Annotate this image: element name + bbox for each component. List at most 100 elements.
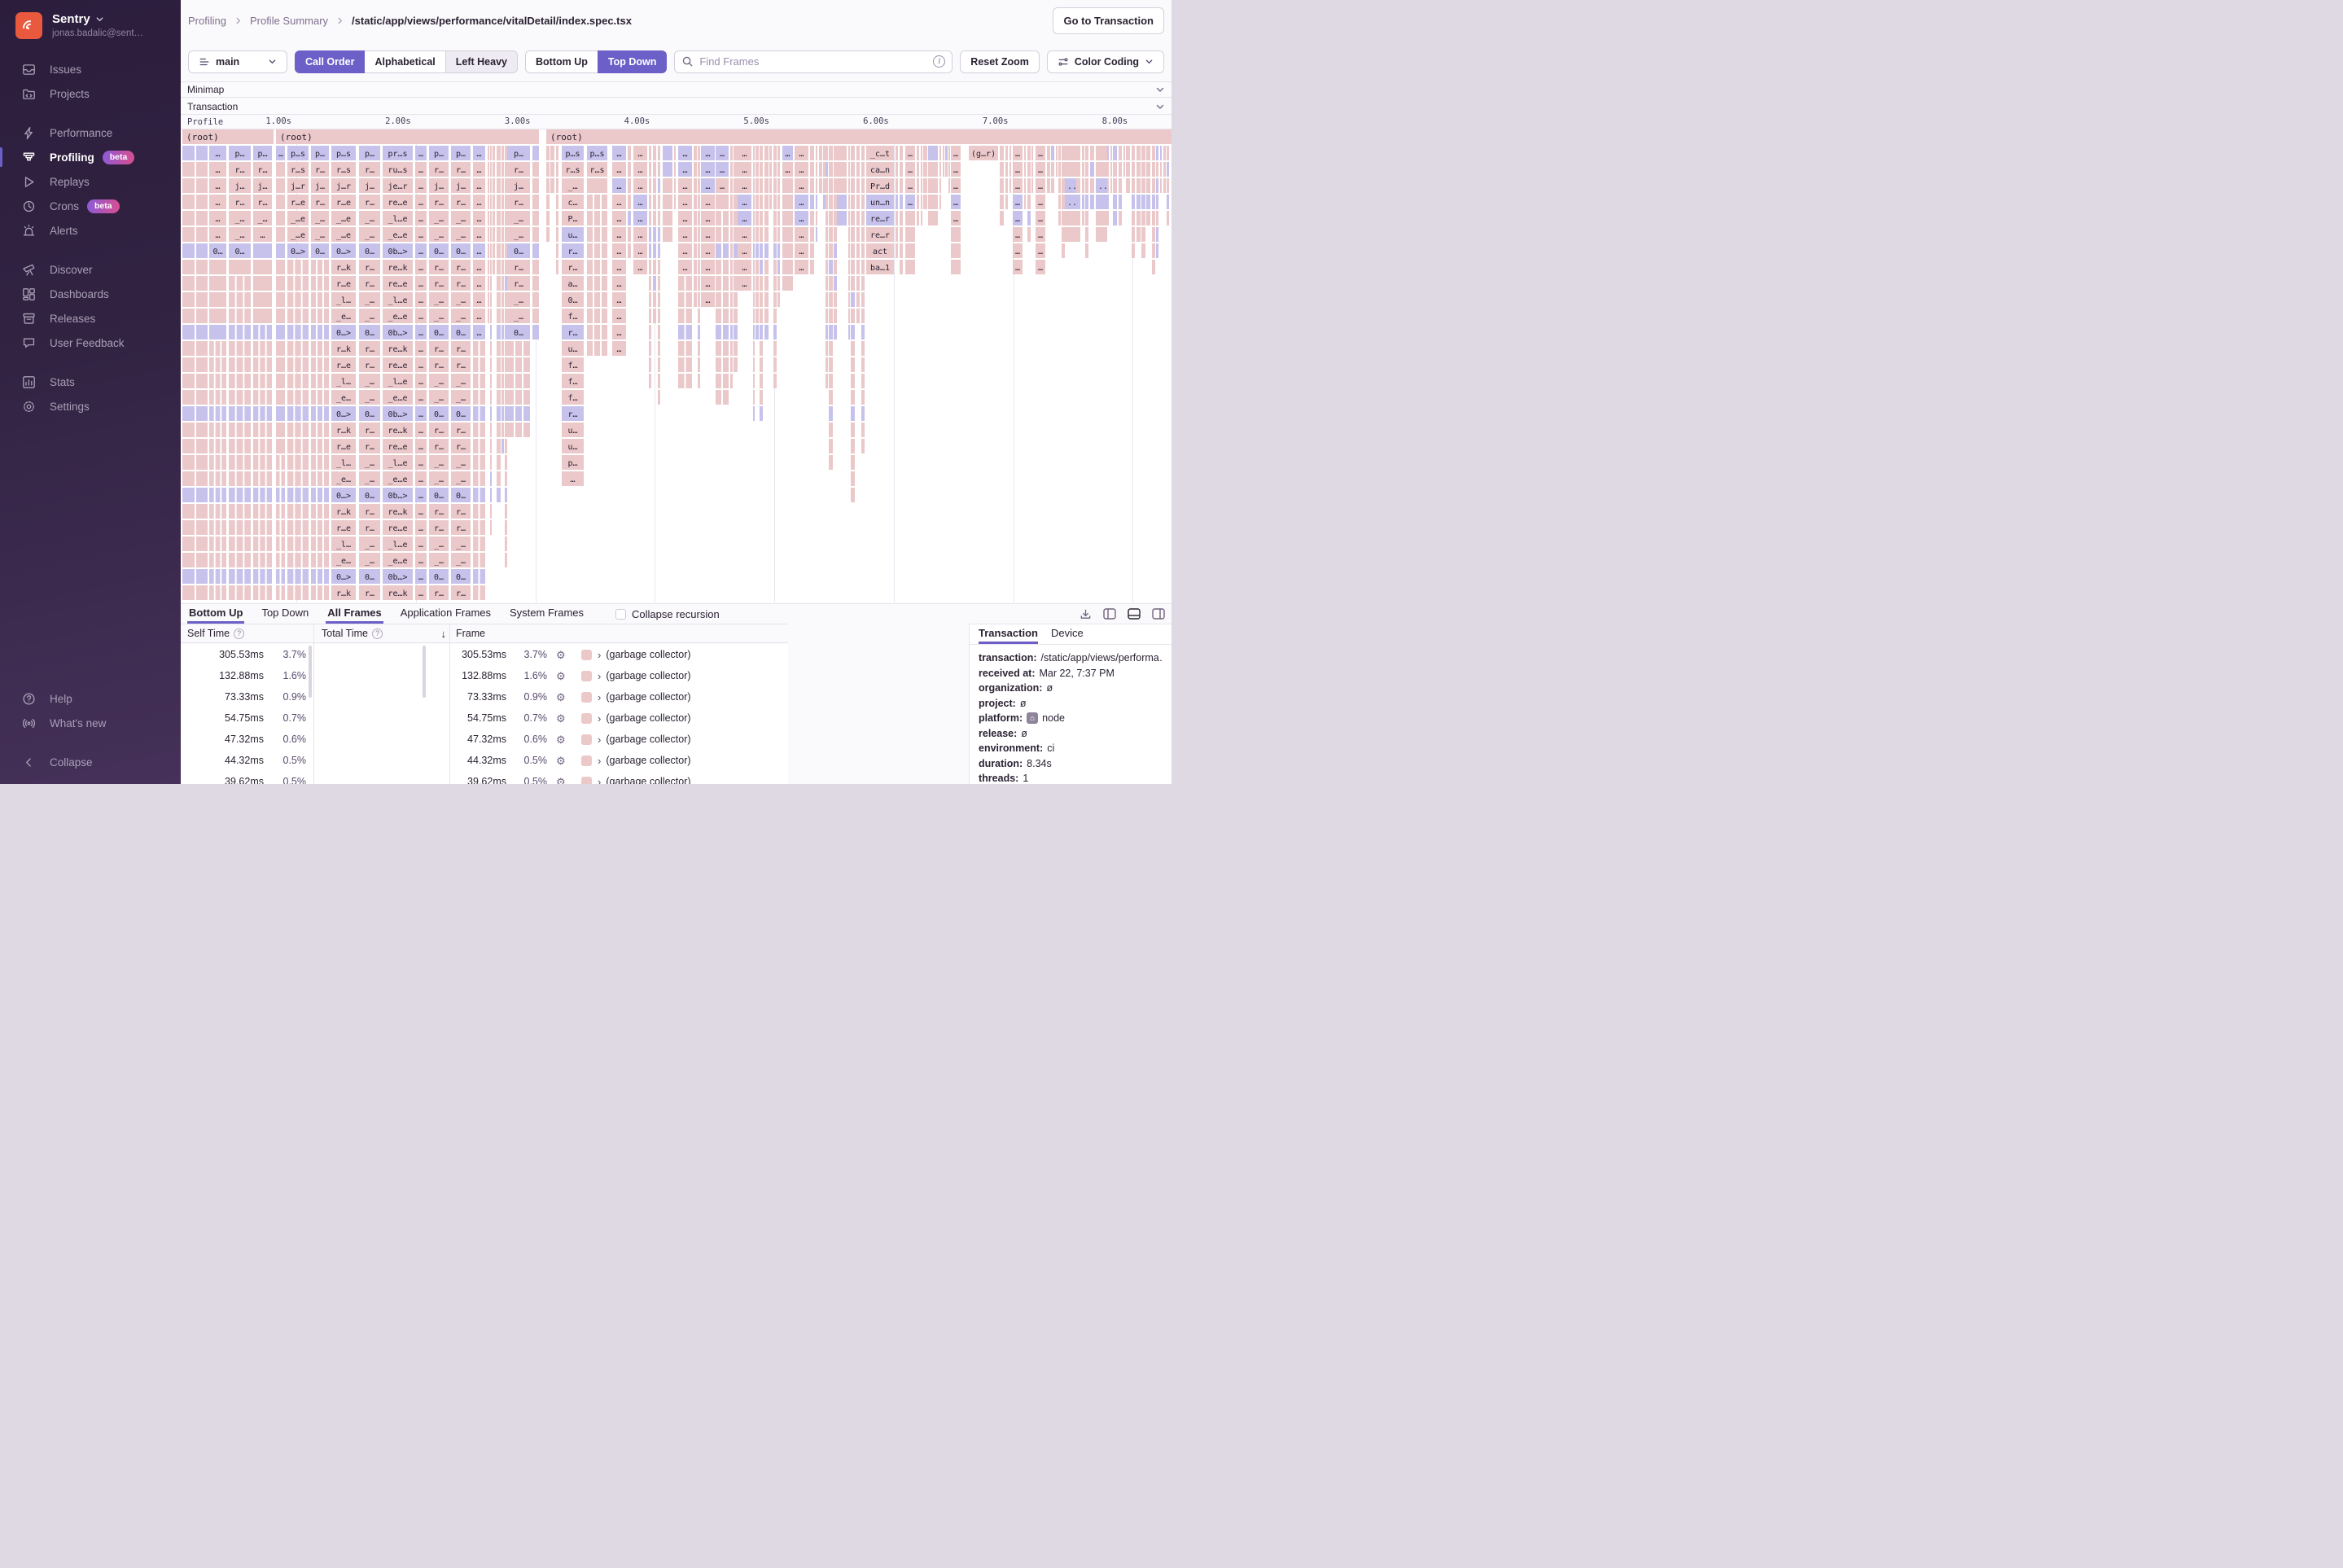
sidebar-item-projects[interactable]: Projects (0, 81, 181, 106)
direction-top-down[interactable]: Top Down (597, 50, 668, 73)
tab-bottom-up[interactable]: Bottom Up (187, 604, 245, 624)
panel-tab-device[interactable]: Device (1050, 627, 1084, 639)
chevron-right-icon[interactable]: › (598, 712, 602, 725)
frame-name[interactable]: (garbage collector) (606, 734, 691, 745)
reset-zoom-button[interactable]: Reset Zoom (960, 50, 1040, 73)
direction-bottom-up[interactable]: Bottom Up (525, 50, 598, 73)
sidebar-item-replays[interactable]: Replays (0, 169, 181, 194)
panel-tab-transaction[interactable]: Transaction (979, 624, 1038, 644)
search-input[interactable] (674, 50, 953, 73)
go-to-transaction-button[interactable]: Go to Transaction (1053, 7, 1164, 34)
total-time-header[interactable]: Total Time? (322, 624, 383, 642)
gear-icon[interactable]: ⚙ (556, 754, 566, 767)
sentry-logo-icon[interactable] (15, 12, 42, 39)
sidebar-item-performance[interactable]: Performance (0, 120, 181, 145)
chevron-right-icon[interactable]: › (598, 648, 602, 661)
sidebar-item-profiling[interactable]: Profiling beta (0, 145, 181, 169)
sort-desc-icon[interactable]: ↓ (440, 628, 447, 640)
thread-select[interactable]: main (188, 50, 287, 73)
table-row[interactable]: 47.32ms 0.6% 47.32ms 0.6% ⚙ › (garbage collect… (181, 729, 788, 750)
table-row[interactable]: 132.88ms 1.6% 132.88ms 1.6% ⚙ › (garbage colle… (181, 665, 788, 686)
detail-label: release: (979, 727, 1018, 739)
details-panel-body: transaction:/static/app/views/performa… r… (970, 645, 1172, 784)
collapse-recursion-checkbox[interactable] (615, 608, 627, 620)
sidebar-item-settings[interactable]: Settings (0, 394, 181, 418)
tab-all-frames[interactable]: All Frames (326, 604, 383, 624)
sidebar-item-stats[interactable]: Stats (0, 370, 181, 394)
sidebar-item-issues[interactable]: Issues (0, 57, 181, 81)
sidebar-item-crons[interactable]: Crons beta (0, 194, 181, 218)
frame-name[interactable]: (garbage collector) (606, 712, 691, 724)
self-time-value: 54.75ms (225, 712, 264, 724)
time-tick: 4.00s (624, 116, 650, 126)
help-icon (22, 692, 36, 706)
sidebar-item-alerts[interactable]: Alerts (0, 218, 181, 243)
layout-left-icon[interactable] (1103, 608, 1116, 620)
breadcrumb-item[interactable]: Profile Summary (249, 15, 329, 27)
chevron-right-icon[interactable]: › (598, 733, 602, 746)
org-switcher[interactable]: Sentry (52, 12, 143, 26)
chevron-down-icon[interactable] (1155, 102, 1165, 112)
self-time-header[interactable]: Self Time? (187, 624, 245, 642)
frame-color-swatch (581, 670, 592, 681)
total-time-percent: 0.9% (523, 691, 548, 703)
sidebar-item-whats-new[interactable]: What's new (0, 711, 181, 735)
tab-top-down[interactable]: Top Down (261, 607, 309, 619)
org-name: Sentry (52, 12, 90, 26)
breadcrumb-item[interactable]: /static/app/views/performance/vitalDetai… (352, 15, 632, 27)
download-icon[interactable] (1080, 608, 1092, 620)
scrollbar[interactable] (309, 646, 312, 698)
frame-header[interactable]: Frame (456, 628, 486, 639)
tab-system-frames[interactable]: System Frames (510, 607, 585, 619)
sort-left-heavy[interactable]: Left Heavy (445, 50, 518, 73)
frame-name[interactable]: (garbage collector) (606, 776, 691, 784)
chevron-right-icon[interactable]: › (598, 775, 602, 785)
sidebar-item-label: Crons (50, 199, 80, 212)
chevron-right-icon (335, 16, 344, 25)
collapse-recursion-toggle[interactable]: Collapse recursion (615, 604, 720, 624)
table-row[interactable]: 44.32ms 0.5% 44.32ms 0.5% ⚙ › (garbage collect… (181, 750, 788, 771)
chevron-right-icon[interactable]: › (598, 754, 602, 767)
breadcrumb-item[interactable]: Profiling (188, 15, 226, 27)
sidebar-item-help[interactable]: Help (0, 686, 181, 711)
sidebar-item-collapse[interactable]: Collapse (0, 750, 181, 774)
detail-row: organization: ø (979, 682, 1163, 694)
sort-call-order[interactable]: Call Order (295, 50, 366, 73)
table-row[interactable]: 39.62ms 0.5% 39.62ms 0.5% ⚙ › (garbage collect… (181, 771, 788, 784)
scrollbar[interactable] (423, 646, 426, 698)
table-row[interactable]: 54.75ms 0.7% 54.75ms 0.7% ⚙ › (garbage collect… (181, 707, 788, 729)
chevron-right-icon[interactable]: › (598, 669, 602, 682)
gear-icon[interactable]: ⚙ (556, 775, 566, 785)
sidebar-item-dashboards[interactable]: Dashboards (0, 282, 181, 306)
chevron-right-icon[interactable]: › (598, 690, 602, 703)
sidebar-item-discover[interactable]: Discover (0, 257, 181, 282)
table-row[interactable]: 73.33ms 0.9% 73.33ms 0.9% ⚙ › (garbage collect… (181, 686, 788, 707)
gear-icon[interactable]: ⚙ (556, 712, 566, 725)
frame-name[interactable]: (garbage collector) (606, 649, 691, 660)
layout-bottom-icon[interactable] (1128, 608, 1141, 620)
info-icon[interactable]: i (933, 55, 946, 68)
frame-name[interactable]: (garbage collector) (606, 670, 691, 681)
time-tick: 6.00s (863, 116, 889, 126)
frame-color-swatch (581, 755, 592, 766)
alerts-icon (22, 224, 36, 238)
gear-icon[interactable]: ⚙ (556, 690, 566, 703)
sort-alphabetical[interactable]: Alphabetical (364, 50, 446, 73)
gear-icon[interactable]: ⚙ (556, 669, 566, 682)
flamegraph-canvas[interactable] (181, 129, 1172, 602)
color-coding-button[interactable]: Color Coding (1046, 50, 1164, 73)
sidebar-item-releases[interactable]: Releases (0, 306, 181, 331)
transaction-section[interactable]: Transaction (181, 99, 1172, 115)
total-time-value: 73.33ms (467, 691, 506, 703)
gear-icon[interactable]: ⚙ (556, 733, 566, 746)
minimap-section[interactable]: Minimap (181, 81, 1172, 98)
tab-application-frames[interactable]: Application Frames (400, 607, 492, 619)
frame-name[interactable]: (garbage collector) (606, 691, 691, 703)
chevron-down-icon[interactable] (1155, 85, 1165, 94)
sidebar-item-user-feedback[interactable]: User Feedback (0, 331, 181, 355)
layout-right-icon[interactable] (1152, 608, 1165, 620)
frame-color-swatch (581, 649, 592, 660)
frame-name[interactable]: (garbage collector) (606, 755, 691, 766)
gear-icon[interactable]: ⚙ (556, 648, 566, 661)
table-row[interactable]: 305.53ms 3.7% 305.53ms 3.7% ⚙ › (garbage colle… (181, 644, 788, 665)
